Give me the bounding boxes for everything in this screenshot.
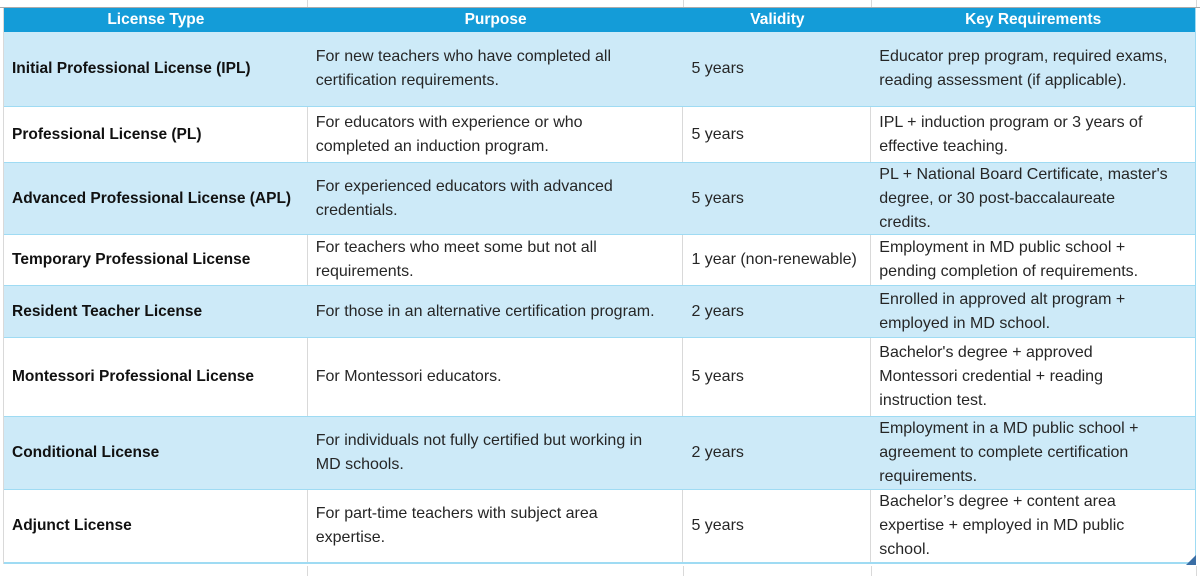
partial-row-above [0,0,1200,8]
cell-license-type[interactable]: Resident Teacher License [12,302,203,320]
gridline [683,566,684,576]
cell-purpose[interactable]: For Montessori educators. [308,338,684,416]
cell-purpose[interactable]: For part-time teachers with subject area… [308,490,684,562]
cell-license-type[interactable]: Advanced Professional License (APL) [12,189,292,207]
gridline [1196,0,1197,7]
cell-purpose[interactable]: For experienced educators with advanced … [315,177,613,219]
cell-validity[interactable]: 2 years [691,444,744,461]
gridline [1196,566,1197,576]
cell-license-type[interactable]: Montessori Professional License [4,338,308,416]
cell-license-type[interactable]: Temporary Professional License [4,235,308,285]
column-header-license-type[interactable]: License Type [107,11,205,28]
cell-key-requirements[interactable]: Educator prep program, required exams, r… [879,48,1168,89]
table-row: Conditional License For individuals not … [4,417,1195,490]
cell-license-type[interactable]: Professional License (PL) [4,107,308,162]
cell-key-requirements[interactable]: Bachelor's degree + approved Montessori … [879,344,1103,409]
table-row: Montessori Professional License For Mont… [4,338,1195,417]
cell-license-type[interactable]: Conditional License [12,444,160,461]
column-header-key-requirements[interactable]: Key Requirements [965,11,1102,28]
cell-validity[interactable]: 2 years [691,302,744,320]
cell-key-requirements[interactable]: Enrolled in approved alt program + emplo… [879,290,1126,332]
table-row: Initial Professional License (IPL) For n… [4,32,1195,107]
cell-validity[interactable]: 5 years [683,107,872,162]
gridline [871,0,872,7]
column-header-purpose[interactable]: Purpose [464,11,527,28]
license-table: License Type Purpose Validity Key Requir… [3,8,1196,564]
cell-key-requirements[interactable]: IPL + induction program or 3 years of ef… [879,113,1143,155]
cell-key-requirements[interactable]: Employment in MD public school + pending… [879,239,1139,280]
cell-validity[interactable]: 5 years [683,490,872,562]
cell-validity[interactable]: 5 years [691,189,744,207]
table-row: Professional License (PL) For educators … [4,107,1195,163]
table-row: Adjunct License For part-time teachers w… [4,490,1195,564]
gridline [307,0,308,7]
cell-key-requirements[interactable]: Employment in a MD public school + agree… [879,420,1139,485]
cell-key-requirements[interactable]: PL + National Board Certificate, master'… [879,165,1168,231]
table-row: Advanced Professional License (APL) For … [4,163,1195,235]
cell-validity[interactable]: 5 years [691,60,744,77]
cell-purpose[interactable]: For educators with experience or who com… [308,107,684,162]
table-resize-handle-icon[interactable] [1186,555,1196,565]
cell-purpose[interactable]: For those in an alternative certificatio… [315,302,655,320]
cell-purpose[interactable]: For teachers who meet some but not all r… [308,235,684,285]
table-header-row: License Type Purpose Validity Key Requir… [4,8,1195,32]
table-row: Temporary Professional License For teach… [4,235,1195,286]
cell-validity[interactable]: 1 year (non-renewable) [683,235,872,285]
cell-purpose[interactable]: For individuals not fully certified but … [315,432,643,473]
cell-purpose[interactable]: For new teachers who have completed all … [315,48,612,89]
cell-key-requirements[interactable]: Bachelor’s degree + content area experti… [879,493,1125,558]
gridline [683,0,684,7]
table-row: Resident Teacher License For those in an… [4,286,1195,338]
gridline [307,566,308,576]
cell-license-type[interactable]: Adjunct License [4,490,308,562]
gridline [871,566,872,576]
column-header-validity[interactable]: Validity [750,11,805,28]
cell-license-type[interactable]: Initial Professional License (IPL) [12,60,251,77]
cell-validity[interactable]: 5 years [683,338,872,416]
